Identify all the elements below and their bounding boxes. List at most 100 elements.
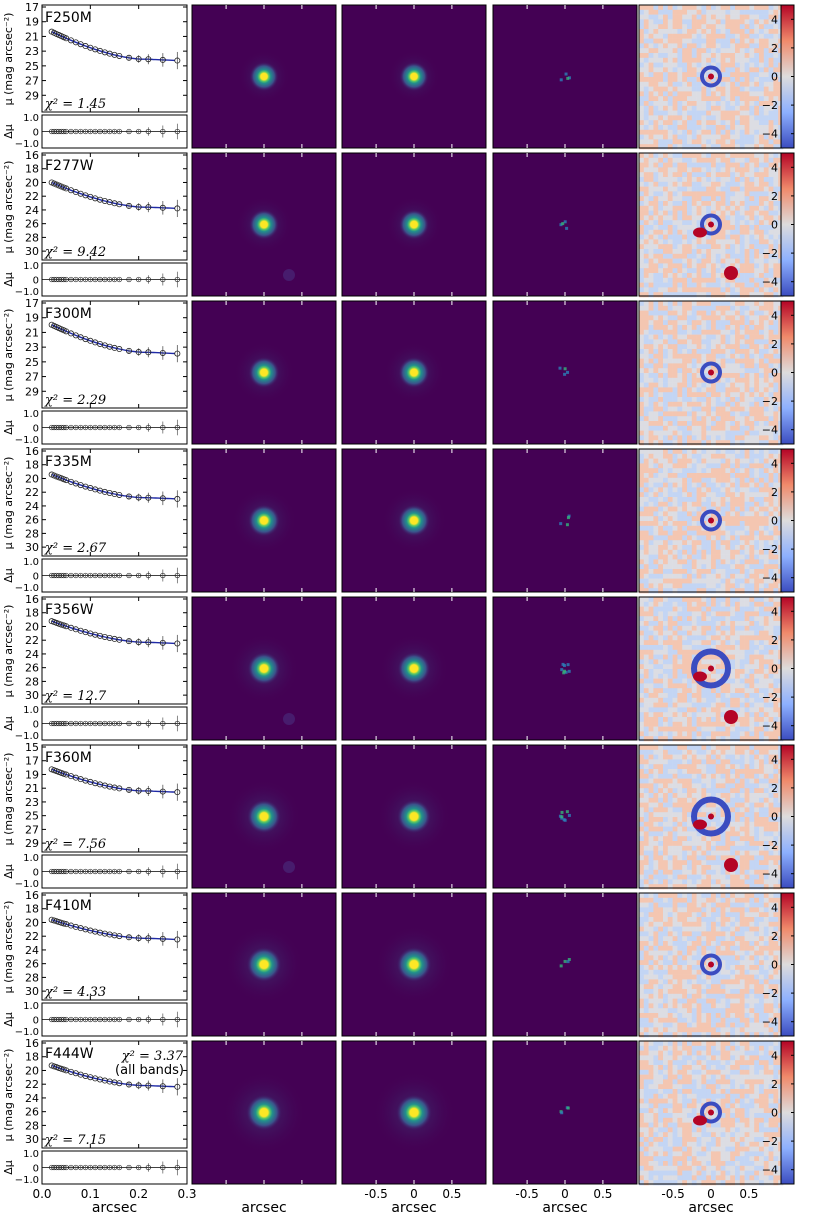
significance-pixel — [639, 186, 645, 192]
profile-data-point — [60, 622, 67, 629]
significance-pixel — [730, 401, 736, 407]
significance-pixel — [658, 301, 664, 307]
significance-pixel — [691, 497, 697, 503]
significance-pixel — [768, 234, 774, 240]
significance-pixel — [658, 673, 664, 679]
significance-pixel — [663, 521, 669, 527]
significance-pixel — [682, 487, 688, 493]
significance-pixel — [677, 726, 683, 732]
significance-pixel — [768, 559, 774, 565]
significance-pixel — [725, 167, 731, 173]
significance-pixel — [639, 258, 645, 264]
significance-pixel — [677, 153, 683, 159]
significance-pixel — [744, 406, 750, 412]
significance-pixel — [706, 736, 712, 742]
significance-pixel — [706, 554, 712, 560]
significance-pixel — [730, 487, 736, 493]
significance-pixel — [682, 616, 688, 622]
significance-pixel — [759, 549, 765, 555]
significance-pixel — [687, 421, 693, 427]
significance-pixel — [658, 736, 664, 742]
significance-pixel — [720, 363, 726, 369]
significance-pixel — [691, 540, 697, 546]
significance-pixel — [667, 349, 673, 355]
significance-pixel — [749, 463, 755, 469]
significance-pixel — [653, 664, 659, 670]
significance-pixel — [696, 9, 702, 15]
significance-pixel — [648, 492, 654, 498]
significance-pixel — [677, 315, 683, 321]
significance-pixel — [720, 301, 726, 307]
significance-pixel — [639, 521, 645, 527]
significance-pixel — [648, 353, 654, 359]
significance-pixel — [711, 249, 717, 255]
significance-pixel — [663, 344, 669, 350]
significance-pixel — [744, 440, 750, 446]
significance-pixel — [672, 482, 678, 488]
profile-ytick-label: 30 — [25, 541, 39, 554]
significance-pixel — [725, 57, 731, 63]
significance-pixel — [773, 229, 779, 235]
significance-pixel — [763, 110, 769, 116]
significance-pixel — [639, 57, 645, 63]
profile-data-point — [174, 350, 181, 357]
significance-pixel — [711, 134, 717, 140]
significance-pixel — [773, 139, 779, 145]
significance-pixel — [706, 96, 712, 102]
significance-pixel — [696, 606, 702, 612]
significance-pixel — [672, 606, 678, 612]
significance-pixel — [768, 125, 774, 131]
significance-pixel — [749, 91, 755, 97]
significance-pixel — [701, 406, 707, 412]
significance-pixel — [744, 569, 750, 575]
significance-pixel — [696, 81, 702, 87]
significance-pixel — [773, 554, 779, 560]
significance-pixel — [730, 569, 736, 575]
significance-pixel — [658, 368, 664, 374]
significance-pixel — [715, 53, 721, 59]
significance-pixel — [715, 172, 721, 178]
significance-pixel — [739, 545, 745, 551]
significance-pixel — [759, 129, 765, 135]
significance-pixel — [768, 239, 774, 245]
significance-pixel — [663, 625, 669, 631]
significance-pixel — [658, 430, 664, 436]
residual-point — [160, 572, 166, 579]
significance-pixel — [677, 43, 683, 49]
significance-pixel — [735, 421, 741, 427]
significance-pixel — [643, 53, 649, 59]
significance-pixel — [759, 421, 765, 427]
significance-pixel — [759, 191, 765, 197]
significance-pixel — [687, 220, 693, 226]
significance-pixel — [754, 19, 760, 25]
significance-pixel — [706, 349, 712, 355]
significance-pixel — [658, 96, 664, 102]
significance-pixel — [720, 72, 726, 78]
significance-pixel — [701, 421, 707, 427]
significance-pixel — [763, 411, 769, 417]
significance-pixel — [663, 611, 669, 617]
significance-pixel — [720, 24, 726, 30]
significance-pixel — [696, 535, 702, 541]
significance-pixel — [691, 186, 697, 192]
significance-pixel — [672, 530, 678, 536]
significance-pixel — [696, 91, 702, 97]
significance-pixel — [658, 120, 664, 126]
significance-pixel — [706, 19, 712, 25]
significance-pixel — [691, 62, 697, 68]
significance-pixel — [643, 678, 649, 684]
significance-pixel — [744, 91, 750, 97]
significance-pixel — [682, 473, 688, 479]
significance-pixel — [672, 545, 678, 551]
significance-pixel — [643, 172, 649, 178]
profile-data-point — [145, 494, 152, 501]
significance-pixel — [739, 578, 745, 584]
significance-pixel — [706, 654, 712, 660]
residual-pixel — [564, 670, 568, 674]
significance-pixel — [739, 492, 745, 498]
significance-pixel — [687, 673, 693, 679]
significance-pixel — [768, 573, 774, 579]
significance-pixel — [701, 120, 707, 126]
significance-pixel — [706, 315, 712, 321]
significance-pixel — [663, 162, 669, 168]
